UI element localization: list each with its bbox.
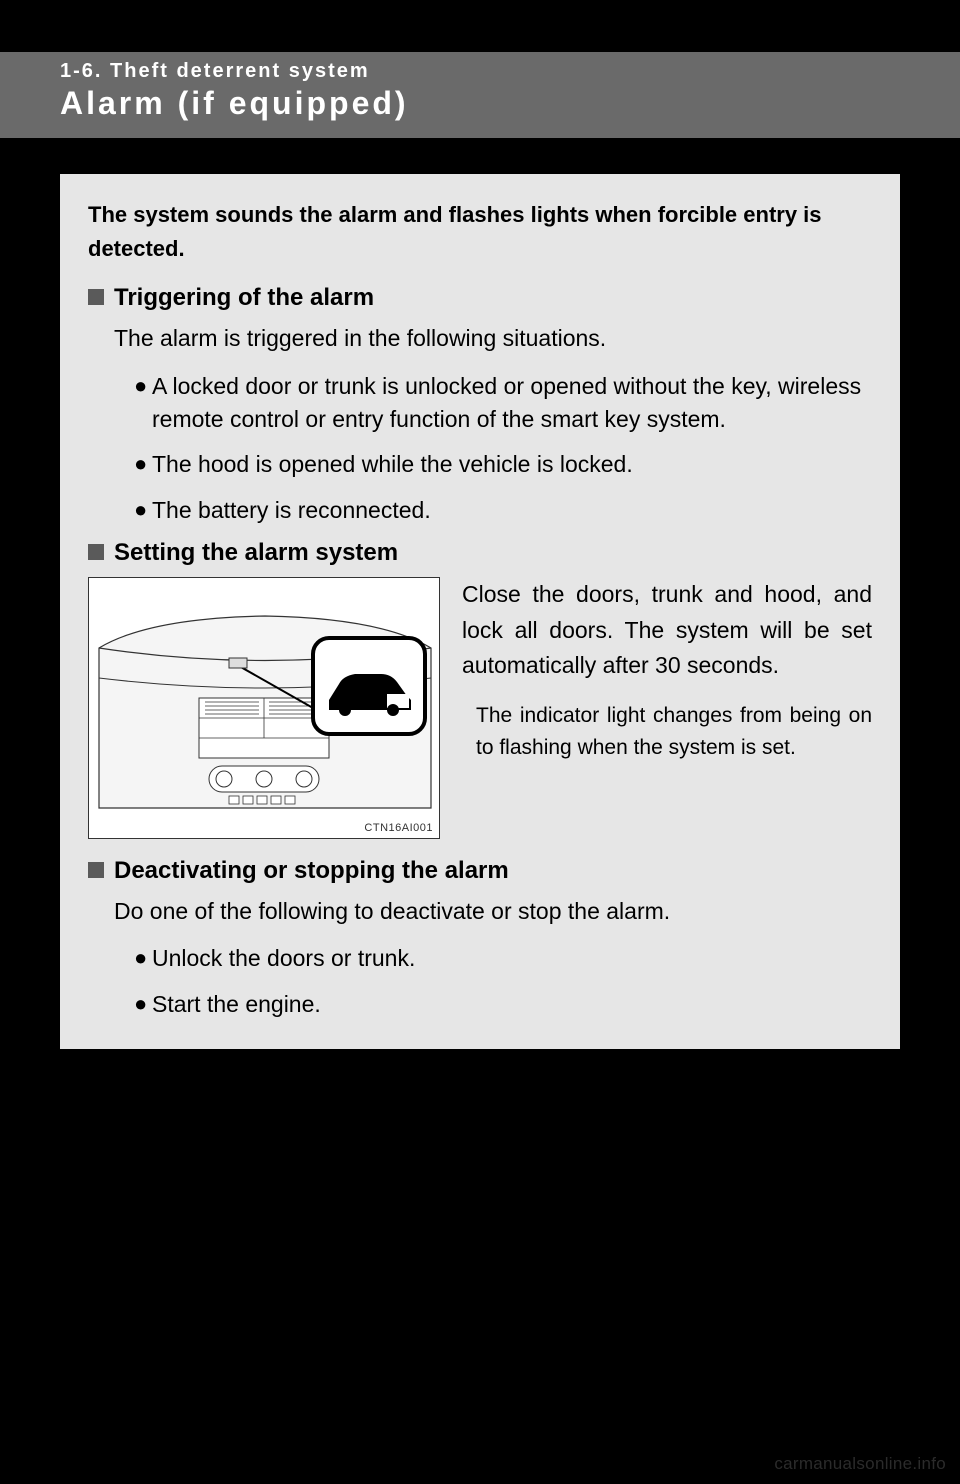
figure-text-column: Close the doors, trunk and hood, and loc… xyxy=(462,577,872,839)
triggering-heading: Triggering of the alarm xyxy=(114,284,374,312)
figure-block: CTN16AI001 Close the doors, trunk and ho… xyxy=(88,577,872,839)
watermark: carmanualsonline.info xyxy=(774,1454,946,1474)
list-item: ● The battery is reconnected. xyxy=(134,494,872,527)
bullet-icon: ● xyxy=(134,494,152,527)
square-bullet-icon xyxy=(88,289,104,305)
list-item: ● A locked door or trunk is unlocked or … xyxy=(134,370,872,437)
dashboard-illustration xyxy=(89,578,441,840)
list-item: ● The hood is opened while the vehicle i… xyxy=(134,448,872,481)
bullet-text: A locked door or trunk is unlocked or op… xyxy=(152,370,872,437)
deactivating-heading: Deactivating or stopping the alarm xyxy=(114,857,509,885)
setting-paragraph-1: Close the doors, trunk and hood, and loc… xyxy=(462,577,872,684)
square-bullet-icon xyxy=(88,862,104,878)
bullet-text: The hood is opened while the vehicle is … xyxy=(152,448,633,481)
setting-paragraph-2: The indicator light changes from being o… xyxy=(476,700,872,765)
setting-heading: Setting the alarm system xyxy=(114,539,398,567)
bullet-text: Start the engine. xyxy=(152,988,321,1021)
bullet-text: Unlock the doors or trunk. xyxy=(152,942,415,975)
page-header: 1-6. Theft deterrent system Alarm (if eq… xyxy=(0,52,960,138)
bullet-icon: ● xyxy=(134,988,152,1021)
bullet-icon: ● xyxy=(134,370,152,437)
deactivating-lead: Do one of the following to deactivate or… xyxy=(114,895,872,928)
figure-id: CTN16AI001 xyxy=(364,822,433,834)
section-title: Alarm (if equipped) xyxy=(60,85,960,122)
intro-text: The system sounds the alarm and flashes … xyxy=(88,198,872,266)
dashboard-figure: CTN16AI001 xyxy=(88,577,440,839)
section-number: 1-6. Theft deterrent system xyxy=(60,60,960,83)
content-panel: The system sounds the alarm and flashes … xyxy=(60,174,900,1049)
triggering-heading-row: Triggering of the alarm xyxy=(88,284,872,312)
triggering-lead: The alarm is triggered in the following … xyxy=(114,322,872,355)
list-item: ● Unlock the doors or trunk. xyxy=(134,942,872,975)
square-bullet-icon xyxy=(88,544,104,560)
deactivating-heading-row: Deactivating or stopping the alarm xyxy=(88,857,872,885)
list-item: ● Start the engine. xyxy=(134,988,872,1021)
bullet-text: The battery is reconnected. xyxy=(152,494,431,527)
bullet-icon: ● xyxy=(134,448,152,481)
bullet-icon: ● xyxy=(134,942,152,975)
setting-heading-row: Setting the alarm system xyxy=(88,539,872,567)
